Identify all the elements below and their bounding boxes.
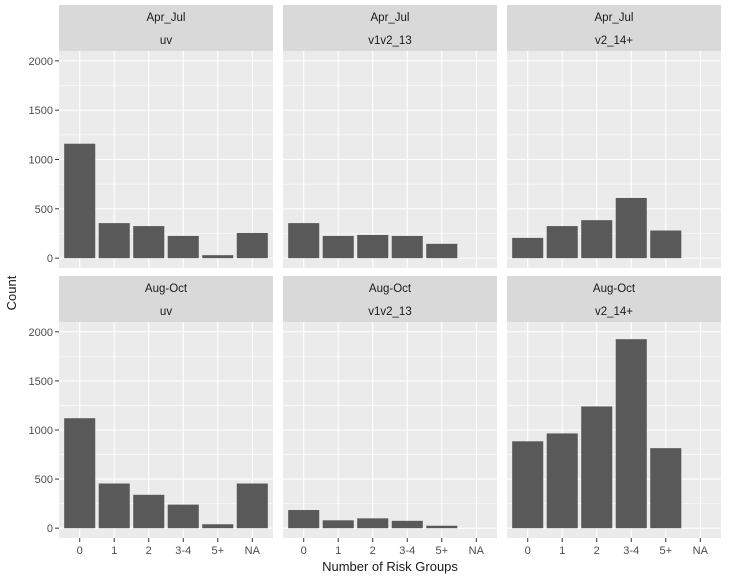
y-tick-label: 0 (47, 523, 53, 535)
bar (236, 232, 268, 259)
x-tick-label: 5+ (660, 545, 673, 557)
facet-strip-label: Apr_Jul (371, 12, 410, 24)
facet-panel: Aug-Oct v1v2_13 (283, 276, 497, 538)
facet-strip (507, 5, 721, 51)
facet-strip (59, 276, 273, 322)
bar (322, 520, 354, 529)
bar (64, 143, 96, 259)
bar (512, 441, 544, 529)
facet-strip-label: Apr_Jul (595, 12, 634, 24)
bar (322, 235, 354, 259)
x-tick-label: NA (245, 545, 261, 557)
facet-strip-label: v1v2_13 (368, 35, 411, 47)
x-axis-title: Number of Risk Groups (322, 559, 458, 574)
facet-strip-label: v1v2_13 (368, 306, 411, 318)
x-tick-label: 0 (301, 545, 307, 557)
y-tick-label: 2000 (29, 56, 53, 68)
bar (64, 418, 96, 529)
x-tick-label: NA (693, 545, 709, 557)
facet-strip-label: Aug-Oct (593, 283, 636, 295)
facet-panel: Aug-Oct v2_14+ (507, 276, 721, 538)
bar (426, 243, 458, 259)
bar (546, 226, 578, 259)
y-tick-label: 1000 (29, 155, 53, 167)
bar (615, 339, 647, 529)
bar (357, 518, 389, 529)
bar (236, 483, 268, 529)
bar (167, 235, 199, 259)
x-tick-label: 2 (594, 545, 600, 557)
x-tick-label: NA (469, 545, 485, 557)
x-tick-label: 1 (111, 545, 117, 557)
y-tick-label: 0 (47, 253, 53, 265)
bar (615, 197, 647, 259)
x-tick-label: 5+ (436, 545, 449, 557)
bar (133, 494, 165, 529)
bar (650, 230, 682, 259)
facet-strip (283, 276, 497, 322)
bar (650, 448, 682, 529)
x-tick-label: 2 (370, 545, 376, 557)
x-tick-label: 3-4 (399, 545, 415, 557)
x-tick-label: 0 (77, 545, 83, 557)
bar (426, 525, 458, 529)
y-tick-label: 1500 (29, 105, 53, 117)
bar (288, 510, 320, 529)
facet-strip-label: uv (160, 306, 172, 318)
bar (288, 223, 320, 259)
facet-panel: Aug-Oct uv (59, 276, 273, 538)
facet-strip-label: uv (160, 35, 172, 47)
y-tick-label: 500 (35, 204, 53, 216)
facet-strip (59, 5, 273, 51)
facet-strip-label: Apr_Jul (147, 12, 186, 24)
facet-strip-label: v2_14+ (595, 306, 633, 318)
facet-strip-label: v2_14+ (595, 35, 633, 47)
y-tick-label: 1500 (29, 376, 53, 388)
y-tick-label: 1000 (29, 425, 53, 437)
axes-layer: 0 500 1000 1500 2000 0 500 1000 1500 2000 0 1 2 3-4 5+… (29, 56, 709, 557)
bar (357, 234, 389, 259)
y-tick-label: 500 (35, 474, 53, 486)
facet-strip (507, 276, 721, 322)
facet-strip (283, 5, 497, 51)
x-tick-label: 0 (525, 545, 531, 557)
bar (581, 220, 613, 259)
bar (167, 504, 199, 529)
facet-panel: Apr_Jul v2_14+ (507, 5, 721, 268)
bar (202, 255, 234, 259)
x-tick-label: 3-4 (623, 545, 639, 557)
panels-layer: Apr_JuluvApr_Julv1v2_13Apr_Julv2_14+Aug-… (59, 5, 721, 538)
x-tick-label: 2 (146, 545, 152, 557)
facet-strip-label: Aug-Oct (145, 283, 188, 295)
bar (391, 235, 423, 259)
x-tick-label: 1 (335, 545, 341, 557)
x-tick-label: 5+ (212, 545, 225, 557)
bar (98, 483, 130, 529)
y-tick-label: 2000 (29, 327, 53, 339)
bar (512, 237, 544, 259)
x-tick-label: 3-4 (175, 545, 191, 557)
bar (546, 433, 578, 529)
bar (581, 406, 613, 529)
y-axis-title: Count (4, 275, 19, 310)
bar (391, 520, 423, 529)
bar (133, 226, 165, 259)
bar (202, 524, 234, 529)
facet-panel: Apr_Jul v1v2_13 (283, 5, 497, 268)
facet-strip-label: Aug-Oct (369, 283, 412, 295)
x-tick-label: 1 (559, 545, 565, 557)
bar (98, 223, 130, 259)
